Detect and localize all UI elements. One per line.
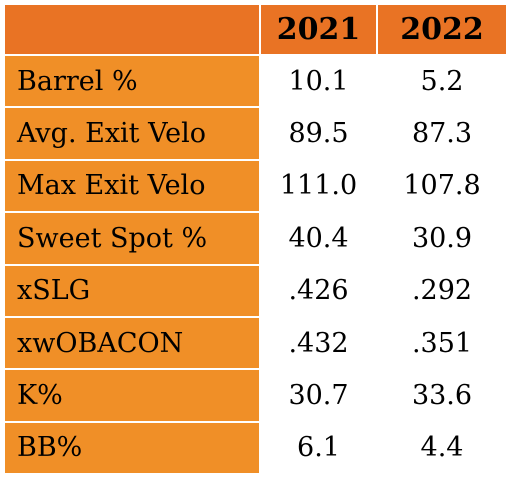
- row-label: xSLG: [3, 263, 261, 318]
- value-2021: 89.5: [259, 106, 378, 161]
- value-2021: 40.4: [259, 211, 378, 266]
- header-2021: 2021: [259, 3, 378, 56]
- row-label: BB%: [3, 420, 261, 476]
- row-label: xwOBACON: [3, 315, 261, 371]
- header-2022: 2022: [376, 3, 508, 56]
- table-row: xwOBACON .432 .351: [3, 315, 508, 371]
- table-row: Max Exit Velo 111.0 107.8: [3, 158, 508, 214]
- table-row: Barrel % 10.1 5.2: [3, 53, 508, 109]
- value-2022: 33.6: [376, 368, 508, 423]
- value-2022: .292: [376, 263, 508, 318]
- value-2021: 111.0: [259, 158, 378, 214]
- value-2021: 30.7: [259, 368, 378, 423]
- value-2022: 5.2: [376, 53, 508, 109]
- row-label: Barrel %: [3, 53, 261, 109]
- table-row: Sweet Spot % 40.4 30.9: [3, 211, 508, 266]
- row-label: Sweet Spot %: [3, 211, 261, 266]
- value-2022: 30.9: [376, 211, 508, 266]
- value-2022: .351: [376, 315, 508, 371]
- row-label: Avg. Exit Velo: [3, 106, 261, 161]
- table-row: Avg. Exit Velo 89.5 87.3: [3, 106, 508, 161]
- value-2022: 4.4: [376, 420, 508, 476]
- table-row: BB% 6.1 4.4: [3, 420, 508, 476]
- row-label: K%: [3, 368, 261, 423]
- value-2021: .432: [259, 315, 378, 371]
- header-corner-cell: [3, 3, 261, 56]
- stats-table: 2021 2022 Barrel % 10.1 5.2 Avg. Exit Ve…: [3, 3, 508, 476]
- row-label: Max Exit Velo: [3, 158, 261, 214]
- value-2022: 87.3: [376, 106, 508, 161]
- value-2021: 10.1: [259, 53, 378, 109]
- value-2021: 6.1: [259, 420, 378, 476]
- header-row: 2021 2022: [3, 3, 508, 56]
- value-2021: .426: [259, 263, 378, 318]
- table-row: K% 30.7 33.6: [3, 368, 508, 423]
- value-2022: 107.8: [376, 158, 508, 214]
- table-row: xSLG .426 .292: [3, 263, 508, 318]
